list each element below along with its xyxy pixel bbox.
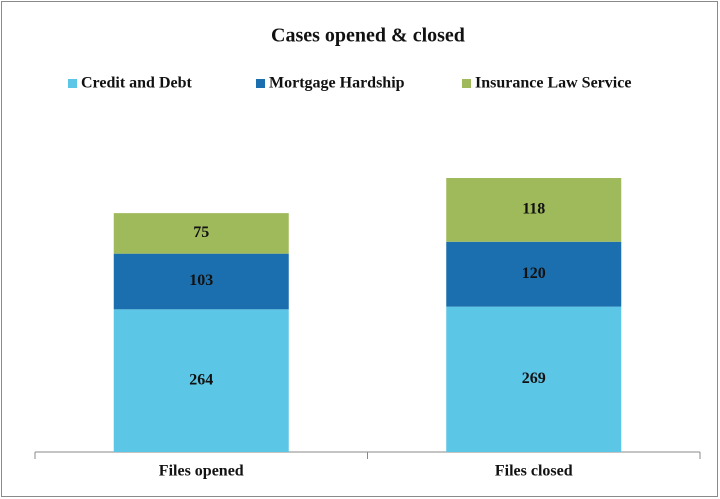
legend-swatch <box>256 79 265 88</box>
data-label: 264 <box>189 371 213 388</box>
data-label: 103 <box>189 272 213 289</box>
data-label: 75 <box>193 224 209 241</box>
legend-label: Mortgage Hardship <box>269 75 405 92</box>
x-tick-label: Files closed <box>495 463 573 480</box>
legend-label: Insurance Law Service <box>475 75 631 92</box>
chart-title: Cases opened & closed <box>271 25 465 47</box>
data-label: 118 <box>522 201 545 218</box>
bar-segment <box>113 253 289 310</box>
legend-label: Credit and Debt <box>81 75 192 92</box>
bar-segment <box>446 306 622 452</box>
data-label: 269 <box>522 370 546 387</box>
legend-swatch <box>462 79 471 88</box>
data-label: 120 <box>522 265 546 282</box>
x-tick-label: Files opened <box>159 463 244 480</box>
bar-segment <box>446 241 622 307</box>
bar-segment <box>113 309 289 452</box>
bar-segment <box>446 178 622 242</box>
legend-swatch <box>68 79 77 88</box>
bar-segment <box>113 213 289 254</box>
